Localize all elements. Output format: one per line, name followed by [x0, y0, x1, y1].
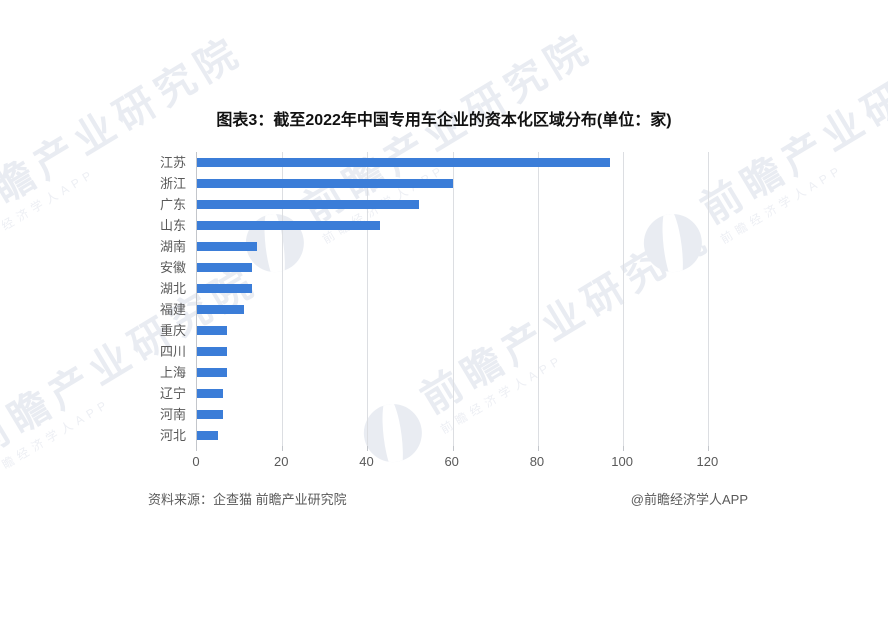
category-label: 重庆 — [159, 323, 186, 338]
chart-bar — [197, 431, 219, 440]
chart-bar — [197, 221, 381, 230]
category-label: 广东 — [159, 197, 186, 212]
category-label: 河北 — [159, 428, 186, 443]
category-label: 福建 — [159, 302, 186, 317]
axis-tick — [708, 446, 710, 451]
category-label: 江苏 — [159, 155, 186, 170]
gridline — [708, 152, 710, 446]
axis-tick — [196, 446, 197, 451]
chart-bar — [197, 410, 223, 419]
category-label: 四川 — [159, 344, 186, 359]
gridline — [537, 152, 539, 446]
axis-tick — [452, 446, 454, 451]
plot-area — [196, 152, 751, 451]
chart-bar — [197, 179, 453, 188]
x-tick-label: 20 — [273, 454, 289, 469]
source-note: 资料来源：企查猫 前瞻产业研究院 — [148, 492, 347, 507]
axis-tick — [537, 446, 539, 451]
axis-tick — [367, 446, 369, 451]
category-label: 河南 — [159, 407, 186, 422]
x-tick-label: 120 — [696, 454, 719, 469]
chart-bar — [197, 389, 223, 398]
x-tick-label: 0 — [192, 454, 200, 469]
gridline — [367, 152, 369, 446]
chart-title: 图表3：截至2022年中国专用车企业的资本化区域分布(单位：家) — [216, 112, 672, 129]
axis-tick — [282, 446, 284, 451]
category-label: 山东 — [159, 218, 186, 233]
chart-bar — [197, 305, 244, 314]
chart-bar — [197, 263, 253, 272]
chart-bar — [197, 158, 611, 167]
chart-bar — [197, 242, 257, 251]
category-label: 辽宁 — [159, 386, 186, 401]
gridline — [282, 152, 284, 446]
gridline — [623, 152, 625, 446]
chart-bar — [197, 200, 419, 209]
x-tick-label: 100 — [611, 454, 633, 469]
credit-note: @前瞻经济学人APP — [630, 492, 748, 507]
axis-tick — [623, 446, 625, 451]
category-label: 湖南 — [159, 239, 186, 254]
x-tick-label: 60 — [444, 454, 459, 469]
chart-bar — [197, 284, 253, 293]
category-label: 湖北 — [159, 281, 186, 296]
category-label: 安徽 — [159, 260, 186, 275]
chart-bar — [197, 326, 227, 335]
category-label: 浙江 — [159, 176, 186, 191]
gridline — [452, 152, 454, 446]
chart-bar — [197, 347, 227, 356]
chart-bar — [197, 368, 227, 377]
x-tick-label: 40 — [359, 454, 374, 469]
category-label: 上海 — [159, 365, 186, 380]
x-tick-label: 80 — [529, 454, 545, 469]
